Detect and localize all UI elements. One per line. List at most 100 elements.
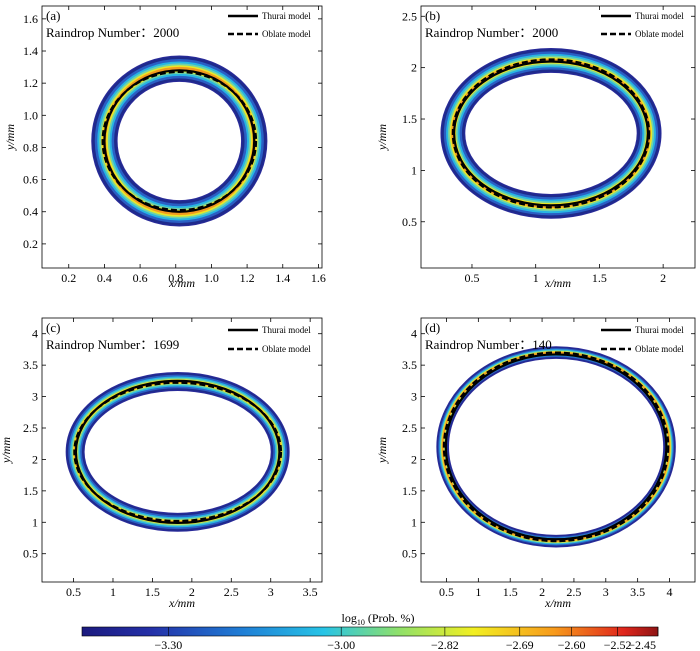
thurai-model-curve xyxy=(444,353,668,541)
thurai-model-curve xyxy=(74,379,281,525)
colorbar-title-log: log xyxy=(341,611,356,625)
x-tick-label: 3 xyxy=(268,585,274,599)
x-tick-label: 2 xyxy=(189,585,195,599)
colorbar-title: log10 (Prob. %) xyxy=(341,611,414,627)
panel-d-frame xyxy=(420,317,696,583)
x-tick-label: 0.8 xyxy=(168,271,183,285)
outer-contour xyxy=(65,372,290,532)
colorbar-tick-label: −2.45 xyxy=(628,638,656,651)
colorbar: log10 (Prob. %) −3.30 −3.00 −2.82 −2.69 −2.6… xyxy=(81,611,659,651)
colorbar-tick-label: −2.60 xyxy=(558,638,586,651)
y-tick-label: 1.0 xyxy=(23,108,38,122)
oblate-model-curve xyxy=(73,381,283,523)
panel-c: 0.5 1 1.5 2 2.5 3 3.5 0.5 1 1.5 2 2.5 3 3.5 4 (c) Rain… xyxy=(0,317,323,610)
oblate-model-curve xyxy=(451,58,651,209)
legend-oblate-label: Oblate model xyxy=(262,29,311,39)
y-tick-label: 1.5 xyxy=(402,484,417,498)
x-tick-label: 2 xyxy=(660,271,666,285)
x-tick-label: 0.5 xyxy=(464,271,479,285)
panel-c-legend: Thurai model Oblate model xyxy=(228,325,311,354)
x-tick-label: 0.5 xyxy=(66,585,81,599)
inner-contour xyxy=(116,80,243,202)
panel-a-ylabel: y/mm xyxy=(3,124,17,151)
colorbar-ticks: −3.30 −3.00 −2.82 −2.69 −2.60 −2.52−2.45 xyxy=(155,627,659,651)
thurai-model-curve xyxy=(103,69,256,213)
x-tick-label: 1.5 xyxy=(503,585,518,599)
x-tick-label: 0.4 xyxy=(97,271,112,285)
y-tick-label: 2 xyxy=(32,452,38,466)
y-tick-label: 0.2 xyxy=(23,237,38,251)
y-tick-label: 3.5 xyxy=(23,358,38,372)
y-tick-label: 2.5 xyxy=(402,421,417,435)
legend-oblate-label: Oblate model xyxy=(635,344,684,354)
colorbar-title-rest: (Prob. %) xyxy=(365,611,415,625)
x-tick-label: 1.6 xyxy=(311,271,326,285)
panel-d-ylabel: y/mm xyxy=(375,437,389,464)
panel-a-legend: Thurai model Oblate model xyxy=(228,11,311,39)
x-tick-label: 1.0 xyxy=(204,271,219,285)
y-tick-label: 0.5 xyxy=(23,547,38,561)
x-tick-label: 2.5 xyxy=(566,585,581,599)
y-tick-label: 3 xyxy=(411,390,417,404)
x-tick-label: 1 xyxy=(110,585,116,599)
panel-b-plot xyxy=(440,48,662,219)
panel-d: 0.5 1 1.5 2 2.5 3 3.5 4 0.5 1 1.5 2 2.5 3 3.5 4 (d) Rai… xyxy=(375,317,696,610)
panel-a-annotation: Raindrop Number：2000 xyxy=(46,25,179,40)
colorbar-tick-label: −3.00 xyxy=(327,638,355,651)
x-tick-label: 1.4 xyxy=(275,271,290,285)
panel-a-label: (a) xyxy=(46,8,60,23)
y-tick-label: 4 xyxy=(411,327,417,341)
oblate-model-curve xyxy=(101,70,258,212)
panel-b-label: (b) xyxy=(425,8,440,23)
panel-a-plot xyxy=(91,55,268,227)
panel-c-ticks: 0.5 1 1.5 2 2.5 3 3.5 0.5 1 1.5 2 2.5 3 3.5 4 xyxy=(23,318,322,599)
x-tick-label: 1.2 xyxy=(240,271,255,285)
panel-c-xlabel: x/mm xyxy=(168,596,195,610)
y-tick-label: 0.5 xyxy=(402,547,417,561)
panel-d-ticks: 0.5 1 1.5 2 2.5 3 3.5 4 0.5 1 1.5 2 2.5 3 3.5 4 xyxy=(402,318,695,599)
panel-a-frame xyxy=(41,5,323,269)
panel-b-ylabel: y/mm xyxy=(375,124,389,151)
panel-d-xlabel: x/mm xyxy=(544,596,571,610)
panel-b-xlabel: x/mm xyxy=(544,276,571,290)
inner-contour xyxy=(464,71,638,195)
panel-d-label: (d) xyxy=(425,320,440,335)
panel-c-ylabel: y/mm xyxy=(0,437,13,464)
y-tick-label: 1.2 xyxy=(23,76,38,90)
panel-b-frame xyxy=(420,5,696,269)
legend-oblate-label: Oblate model xyxy=(262,344,311,354)
colorbar-tick-label: −2.69 xyxy=(506,638,534,651)
panel-c-annotation: Raindrop Number：1699 xyxy=(46,337,179,352)
inner-contour xyxy=(83,389,272,514)
y-tick-label: 1.4 xyxy=(23,44,38,58)
panel-a: 0.2 0.4 0.6 0.8 1.0 1.2 1.4 1.6 0.2 0.4 0.6 0.8 1.0 1… xyxy=(3,5,326,290)
colorbar-tick-label: −2.82 xyxy=(431,638,459,651)
panel-c-plot xyxy=(65,372,290,532)
x-tick-label: 3.5 xyxy=(630,585,645,599)
panel-d-plot xyxy=(436,346,676,548)
outer-contour xyxy=(436,346,676,548)
x-tick-label: 0.6 xyxy=(133,271,148,285)
y-tick-label: 0.6 xyxy=(23,173,38,187)
y-tick-label: 2.5 xyxy=(402,9,417,23)
panel-b: 0.5 1 1.5 2 0.5 1 1.5 2 2.5 (b) Raindrop Number：… xyxy=(375,5,696,290)
y-tick-label: 4 xyxy=(32,327,38,341)
y-tick-label: 1 xyxy=(32,515,38,529)
panel-a-ticks: 0.2 0.4 0.6 0.8 1.0 1.2 1.4 1.6 0.2 0.4 0.6 0.8 1.0 1… xyxy=(23,6,326,285)
x-tick-label: 2 xyxy=(539,585,545,599)
colorbar-title-sub: 10 xyxy=(357,618,365,627)
legend-thurai-label: Thurai model xyxy=(635,325,684,335)
x-tick-label: 1.5 xyxy=(592,271,607,285)
y-tick-label: 0.5 xyxy=(402,215,417,229)
x-tick-label: 3 xyxy=(603,585,609,599)
panel-c-label: (c) xyxy=(46,320,60,335)
panel-d-legend: Thurai model Oblate model xyxy=(601,325,684,354)
panel-d-annotation: Raindrop Number：140 xyxy=(425,337,552,352)
x-tick-label: 0.5 xyxy=(439,585,454,599)
x-tick-label: 3.5 xyxy=(303,585,318,599)
y-tick-label: 1.6 xyxy=(23,12,38,26)
y-tick-label: 0.4 xyxy=(23,205,38,219)
colorbar-tick-label: −2.52 xyxy=(604,638,632,651)
y-tick-label: 1 xyxy=(411,163,417,177)
